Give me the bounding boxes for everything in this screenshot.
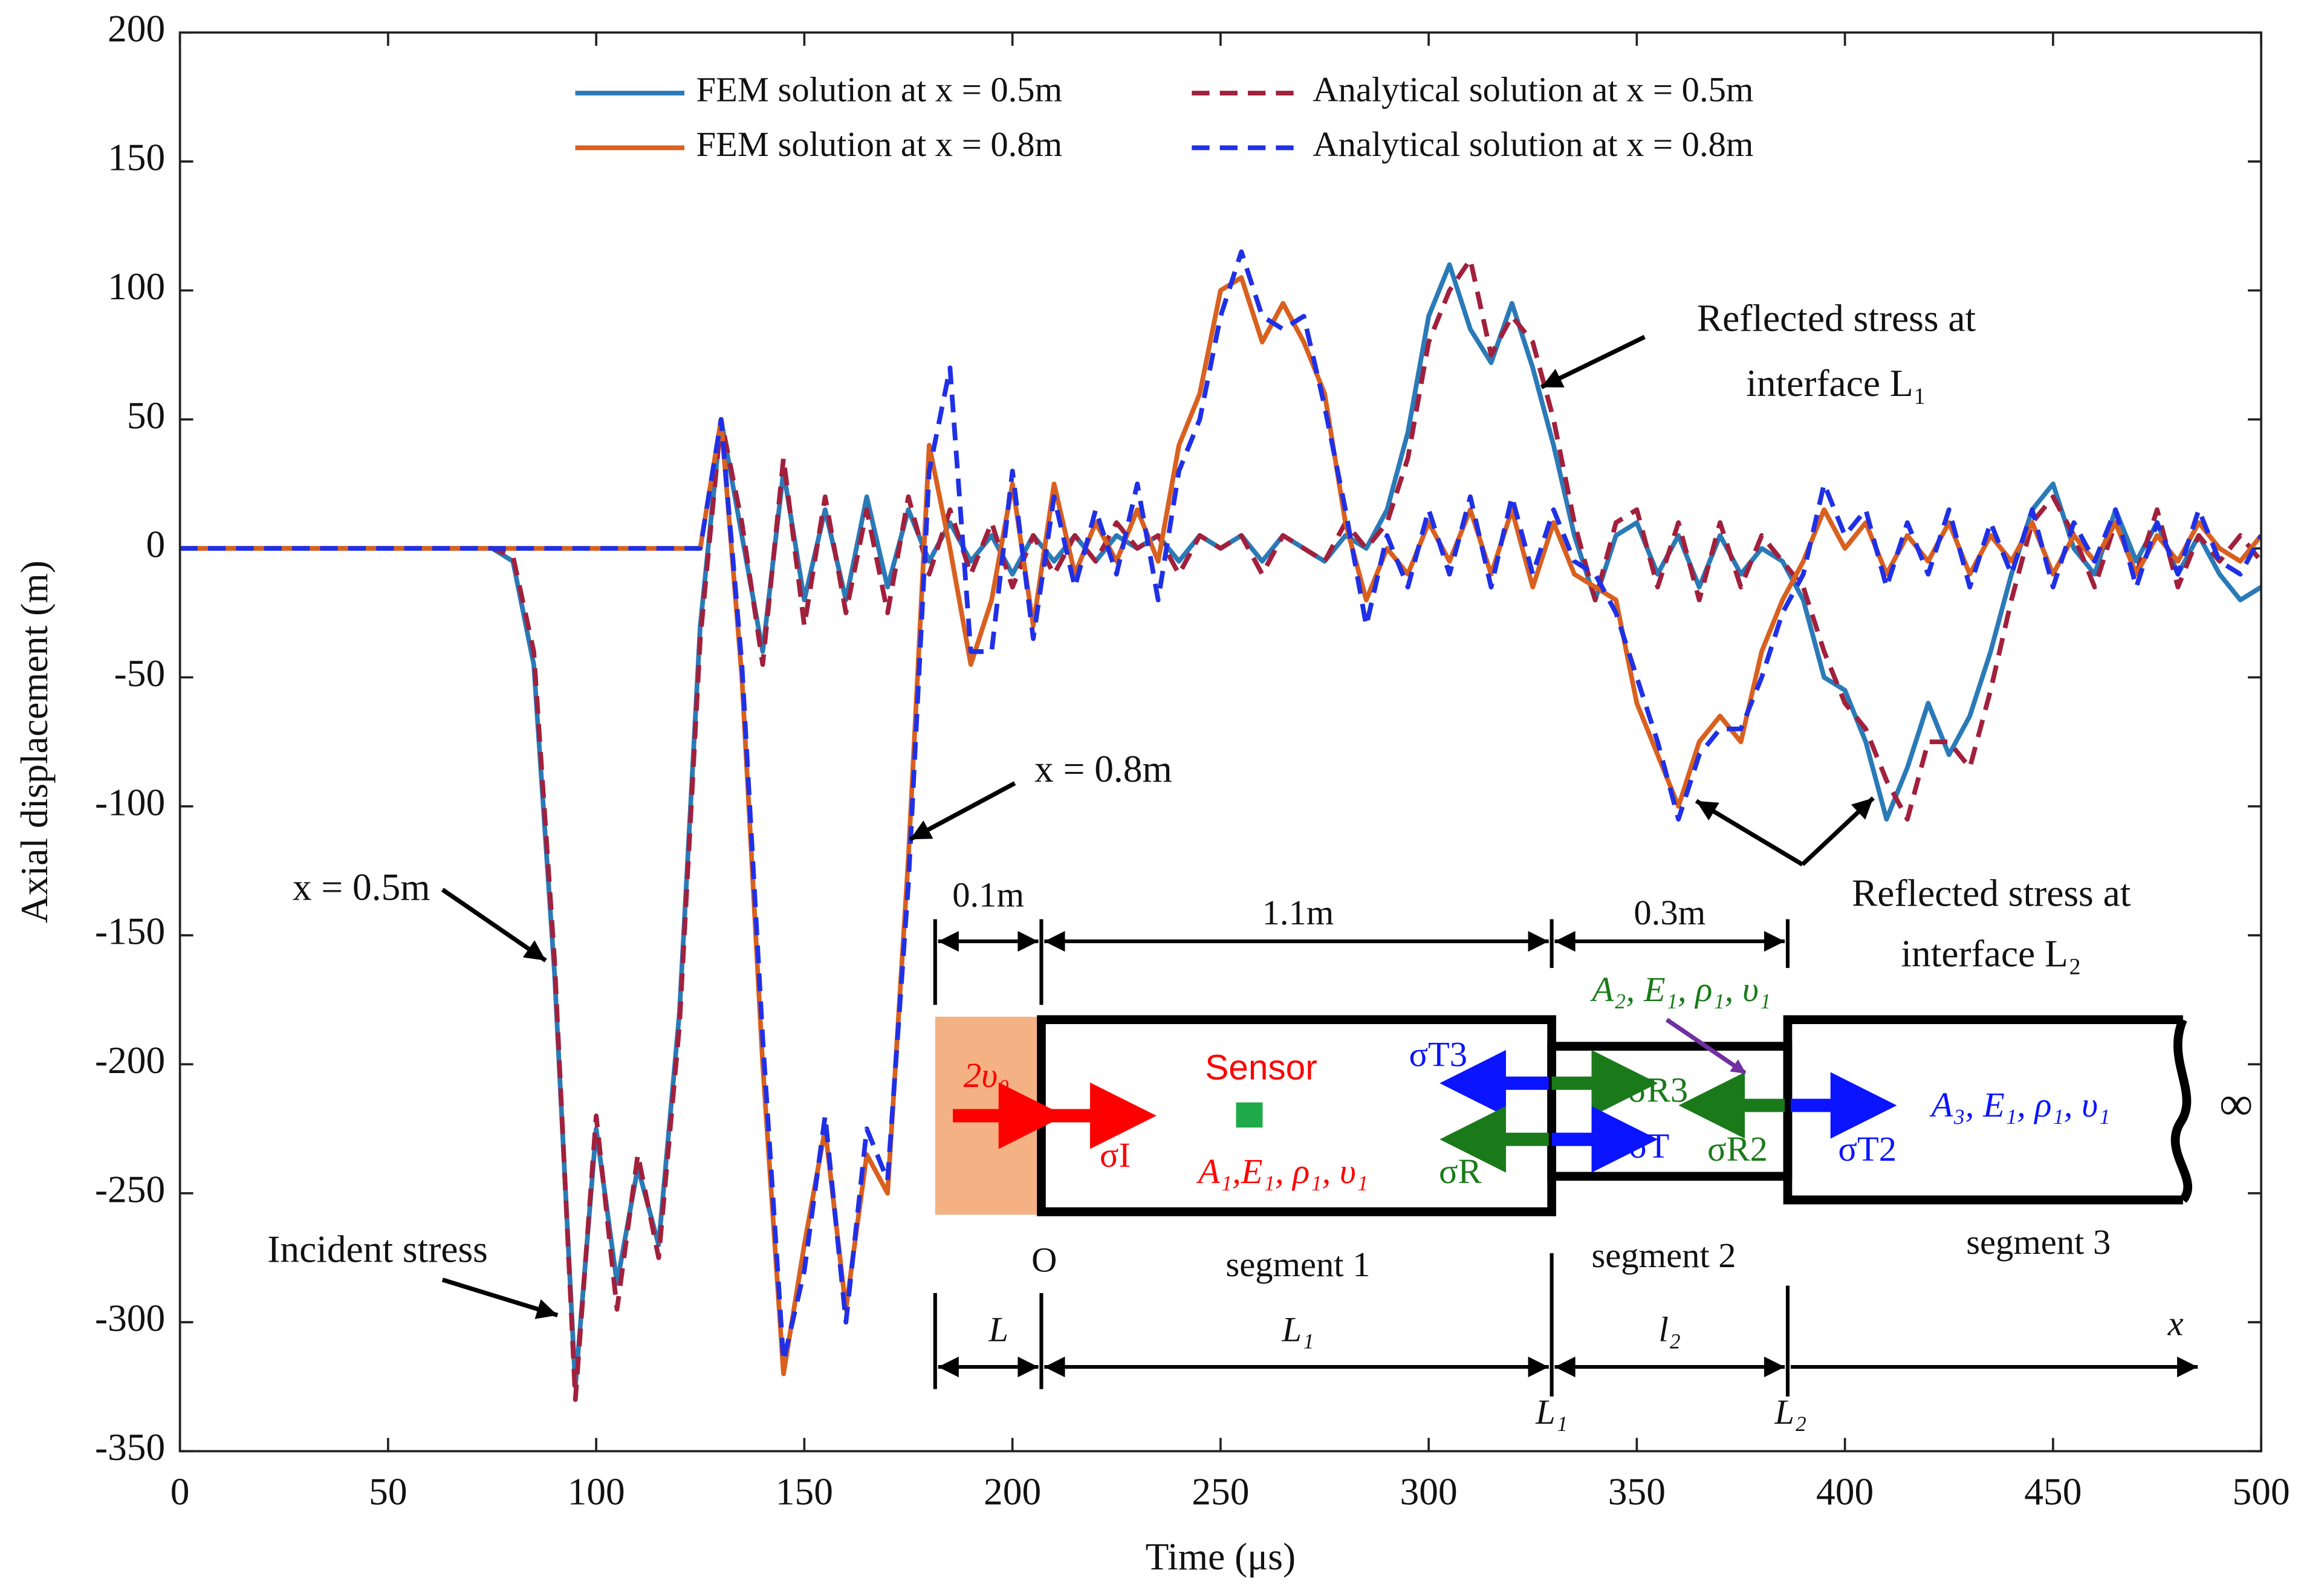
x-tick-label: 500 (2233, 1470, 2290, 1513)
x-tick-label: 150 (776, 1470, 833, 1513)
annotation-arrow (1695, 799, 1804, 867)
diagram-label: σT3 (1409, 1035, 1467, 1074)
segment-3 (1783, 1015, 2193, 1205)
axis-label: x (2167, 1304, 2184, 1343)
diagram-label: 2υ₀ (964, 1056, 1010, 1095)
diagram-label: σI (1100, 1135, 1131, 1175)
diagram-label: A₂, E₁, ρ₁, υ₁ (1589, 970, 1771, 1009)
x-tick-label: 400 (1816, 1470, 1874, 1513)
x-tick-label: 300 (1400, 1470, 1458, 1513)
axis-label: L₁ (1535, 1392, 1568, 1432)
y-tick-label: -350 (95, 1426, 165, 1468)
dimension-label: 1.1m (1262, 893, 1334, 932)
diagram-label: σT (1629, 1126, 1669, 1166)
diagram-label: σR (1439, 1152, 1482, 1191)
legend-label: FEM solution at x = 0.5m (696, 70, 1063, 109)
x-axis-label: Time (μs) (1146, 1535, 1296, 1578)
overlay: x = 0.5m x = 0.8m Incident stress Reflec… (267, 296, 2253, 1432)
x-tick-label: 0 (170, 1470, 190, 1513)
y-tick-label: -200 (95, 1039, 165, 1082)
y-tick-label: -250 (95, 1167, 165, 1210)
annotation: Reflected stress at (1852, 871, 2131, 914)
annotation: x = 0.8m (1034, 747, 1172, 790)
legend-label: FEM solution at x = 0.8m (696, 125, 1063, 164)
x-tick-label: 250 (1192, 1470, 1249, 1513)
y-tick-label: -100 (95, 780, 165, 823)
y-tick-label: 200 (108, 7, 165, 50)
dimension-label: 0.1m (952, 875, 1024, 915)
annotation: interface L₂ (1901, 932, 2082, 975)
dimension-label: 0.3m (1634, 893, 1705, 932)
x-tick-label: 100 (568, 1470, 625, 1513)
origin-label: O (1031, 1240, 1057, 1279)
y-tick-label: -50 (114, 652, 166, 695)
diagram-label: σR2 (1707, 1129, 1768, 1169)
diagram-label: Sensor (1205, 1048, 1317, 1087)
annotation-arrow (441, 1277, 559, 1319)
segment-label: segment 1 (1225, 1245, 1370, 1284)
y-axis-label: Axial displacement (m) (13, 560, 56, 923)
segment-label: segment 3 (1966, 1222, 2111, 1262)
axes-box (178, 31, 2262, 1453)
diagram-label: σT2 (1838, 1129, 1897, 1169)
y-tick-label: -150 (95, 910, 165, 953)
axis-label: L (988, 1309, 1008, 1349)
bar-diagram: 0.1m 1.1m 0.3m segment 1 segment 2 segme… (933, 875, 2253, 1432)
sensor (1236, 1102, 1263, 1128)
plot-area: 0 50 100 150 200 250 300 350 400 450 500-350-300-2… (13, 7, 2290, 1578)
x-tick-label: 350 (1608, 1470, 1666, 1513)
series-line (180, 257, 2262, 1403)
axis-label: L₁ (1282, 1309, 1314, 1349)
annotation: x = 0.5m (293, 866, 430, 909)
annotation-arrow (441, 887, 547, 962)
diagram-label: ∞ (2219, 1077, 2253, 1129)
y-tick-label: 0 (146, 523, 166, 566)
x-tick-label: 450 (2024, 1470, 2082, 1513)
y-tick-label: 150 (108, 136, 165, 179)
annotation-arrow (909, 781, 1016, 842)
segment-label: segment 2 (1592, 1236, 1736, 1275)
diagram-label: A₃, E₁, ρ₁, υ₁ (1929, 1085, 2111, 1124)
annotation: Reflected stress at (1697, 296, 1976, 339)
y-tick-label: 50 (127, 394, 165, 436)
y-tick-label: -300 (95, 1297, 165, 1340)
x-tick-label: 200 (984, 1470, 1041, 1513)
annotation: interface L₁ (1746, 362, 1927, 404)
axis-label: l₂ (1658, 1309, 1681, 1349)
series-line (180, 249, 2262, 1364)
diagram-label: A₁,E₁, ρ₁, υ₁ (1196, 1152, 1368, 1191)
annotation-arrow (1540, 335, 1646, 389)
y-tick-label: 100 (108, 265, 165, 308)
axis-label: L₂ (1774, 1392, 1806, 1432)
legend-label: Analytical solution at x = 0.8m (1313, 125, 1753, 164)
annotation: Incident stress (267, 1227, 488, 1270)
diagram-label: σR3 (1628, 1070, 1688, 1109)
x-tick-label: 50 (369, 1470, 407, 1513)
legend-label: Analytical solution at x = 0.5m (1313, 70, 1753, 109)
pointer-arrow (1665, 1017, 1747, 1075)
annotation-arrow (1800, 796, 1875, 866)
